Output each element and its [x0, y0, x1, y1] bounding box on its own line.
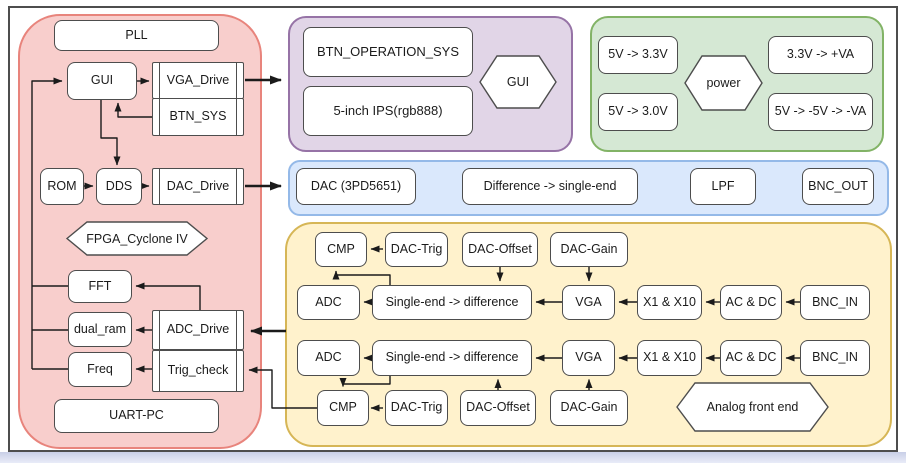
label-power-hex: power	[706, 76, 741, 90]
node-adc-a: ADC	[297, 285, 360, 320]
node-5v-to-3v0: 5V -> 3.0V	[598, 93, 678, 131]
node-pll: PLL	[54, 20, 219, 51]
label-gui-hex: GUI	[506, 75, 530, 89]
node-btn-sys: BTN_SYS	[152, 98, 244, 136]
node-diff-to-single: Difference -> single-end	[462, 168, 638, 205]
node-ac-dc-b: AC & DC	[720, 340, 782, 376]
node-dac-trig-a: DAC-Trig	[385, 232, 448, 267]
node-adc-b: ADC	[297, 340, 360, 376]
node-trig-check: Trig_check	[152, 350, 244, 392]
node-lpf: LPF	[690, 168, 756, 205]
node-dds: DDS	[96, 168, 142, 205]
node-5inch-ips: 5-inch IPS(rgb888)	[303, 86, 473, 136]
node-btn-operation-sys: BTN_OPERATION_SYS	[303, 27, 473, 77]
node-dac-drive: DAC_Drive	[152, 168, 244, 205]
node-dac-offset-b: DAC-Offset	[460, 390, 536, 426]
node-vga-a: VGA	[562, 285, 615, 320]
node-vga-b: VGA	[562, 340, 615, 376]
node-uart-pc: UART-PC	[54, 399, 219, 433]
node-dac-offset-a: DAC-Offset	[462, 232, 538, 267]
node-cmp-b: CMP	[317, 390, 369, 426]
node-dac-trig-b: DAC-Trig	[385, 390, 448, 426]
label-analog-front-end: Analog front end	[706, 400, 799, 414]
node-5v-to-3v3: 5V -> 3.3V	[598, 36, 678, 74]
node-5v-to-nva: 5V -> -5V -> -VA	[768, 93, 873, 131]
node-single-to-diff-a: Single-end -> difference	[372, 285, 532, 320]
node-freq: Freq	[68, 352, 132, 387]
node-bnc-in-b: BNC_IN	[800, 340, 870, 376]
node-3v3-to-pva: 3.3V -> +VA	[768, 36, 873, 74]
node-ac-dc-a: AC & DC	[720, 285, 782, 320]
node-bnc-in-a: BNC_IN	[800, 285, 870, 320]
node-x1-x10-b: X1 & X10	[637, 340, 702, 376]
node-cmp-a: CMP	[315, 232, 367, 267]
node-adc-drive: ADC_Drive	[152, 310, 244, 350]
node-fft: FFT	[68, 270, 132, 303]
node-vga-drive: VGA_Drive	[152, 62, 244, 99]
node-dac-gain-a: DAC-Gain	[550, 232, 628, 267]
node-x1-x10-a: X1 & X10	[637, 285, 702, 320]
node-dac-gain-b: DAC-Gain	[550, 390, 628, 426]
node-single-to-diff-b: Single-end -> difference	[372, 340, 532, 376]
bottom-shadow	[0, 452, 906, 463]
node-gui: GUI	[67, 62, 137, 100]
node-dual-ram: dual_ram	[68, 312, 132, 347]
node-rom: ROM	[40, 168, 84, 205]
node-dac-3pd5651: DAC (3PD5651)	[296, 168, 416, 205]
node-bnc-out: BNC_OUT	[802, 168, 874, 205]
label-fpga-cyclone: FPGA_Cyclone IV	[86, 231, 188, 246]
